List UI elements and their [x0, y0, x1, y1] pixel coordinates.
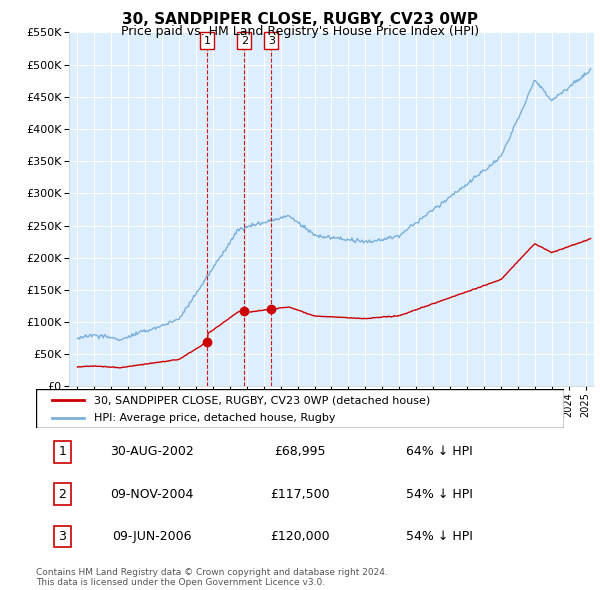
- Text: Price paid vs. HM Land Registry's House Price Index (HPI): Price paid vs. HM Land Registry's House …: [121, 25, 479, 38]
- Text: £68,995: £68,995: [274, 445, 326, 458]
- Text: 2: 2: [58, 487, 67, 501]
- Text: 30-AUG-2002: 30-AUG-2002: [110, 445, 194, 458]
- Text: 3: 3: [58, 530, 67, 543]
- Text: 1: 1: [203, 35, 211, 45]
- Text: Contains HM Land Registry data © Crown copyright and database right 2024.
This d: Contains HM Land Registry data © Crown c…: [36, 568, 388, 587]
- Text: 1: 1: [58, 445, 67, 458]
- Text: 30, SANDPIPER CLOSE, RUGBY, CV23 0WP: 30, SANDPIPER CLOSE, RUGBY, CV23 0WP: [122, 12, 478, 27]
- Text: 54% ↓ HPI: 54% ↓ HPI: [406, 487, 472, 501]
- Text: 3: 3: [268, 35, 275, 45]
- Text: 64% ↓ HPI: 64% ↓ HPI: [406, 445, 472, 458]
- FancyBboxPatch shape: [36, 389, 564, 428]
- Text: £117,500: £117,500: [270, 487, 330, 501]
- Text: 54% ↓ HPI: 54% ↓ HPI: [406, 530, 472, 543]
- Text: 30, SANDPIPER CLOSE, RUGBY, CV23 0WP (detached house): 30, SANDPIPER CLOSE, RUGBY, CV23 0WP (de…: [94, 395, 430, 405]
- Text: HPI: Average price, detached house, Rugby: HPI: Average price, detached house, Rugb…: [94, 413, 335, 423]
- Text: 09-JUN-2006: 09-JUN-2006: [112, 530, 192, 543]
- Text: 2: 2: [241, 35, 248, 45]
- Text: 09-NOV-2004: 09-NOV-2004: [110, 487, 194, 501]
- Text: £120,000: £120,000: [270, 530, 330, 543]
